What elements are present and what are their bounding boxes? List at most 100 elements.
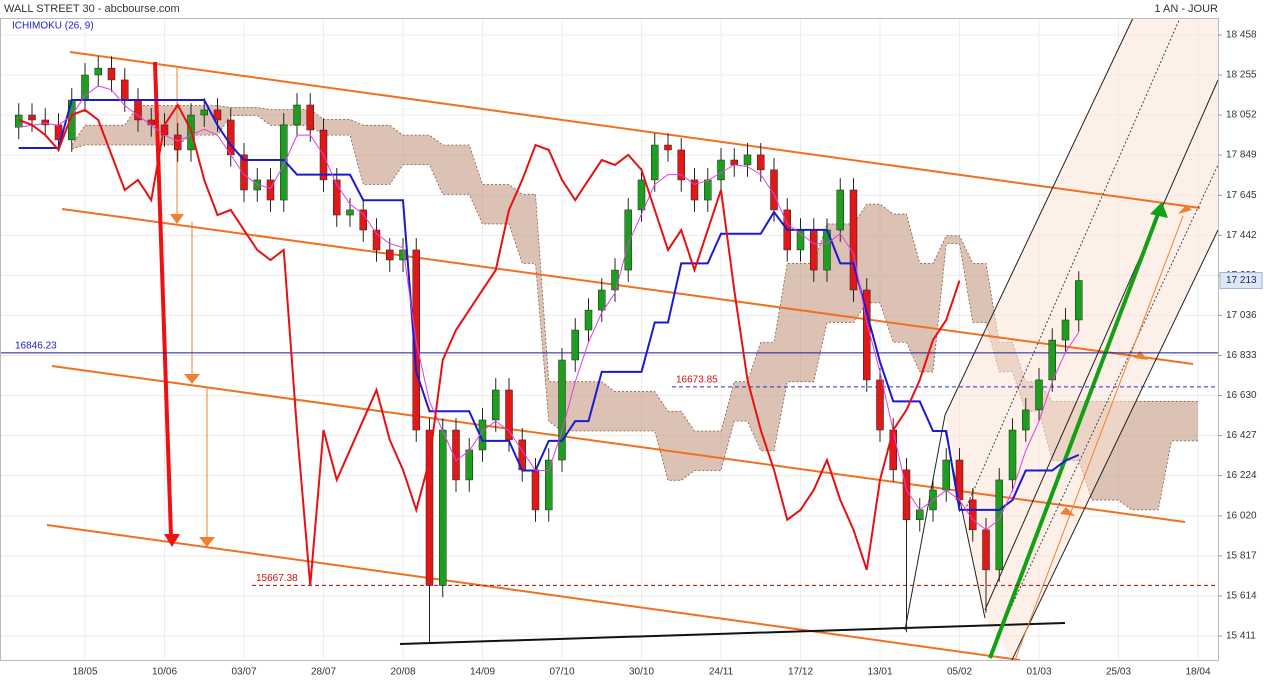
last-price-label: 17 213 [1226,275,1257,286]
candle-body [611,269,619,291]
candle-body [121,79,129,101]
candle-body [810,229,818,271]
candle-body [743,154,752,166]
candle-body [624,209,632,271]
fork-line [1011,229,1219,661]
arrow-head [199,537,215,547]
plot-frame [0,18,1219,661]
price-line-label: 16846.23 [15,341,57,352]
candle-body [107,67,116,81]
last-price-tag [1219,272,1263,290]
indicator-line [18,85,1080,531]
candle-body [174,134,182,151]
y-tick-label: 16 833 [1226,350,1257,361]
candle-body [1048,339,1056,381]
fork-line [964,17,1181,511]
y-tick-label: 16 630 [1226,390,1257,401]
candle-body [266,179,275,201]
grid [0,18,1218,660]
green-arrow [988,213,1160,659]
candle-body [651,144,659,181]
candle-body [227,119,235,156]
candle-body [876,379,884,431]
candle-body [359,209,367,231]
candle-body [558,359,566,461]
x-tick-label: 24/11 [709,667,734,678]
candle-body [306,104,314,131]
y-tick-label: 18 052 [1226,110,1257,121]
x-tick-label: 05/02 [947,667,972,678]
candle-body [942,459,950,491]
candle-body [796,229,805,251]
x-tick-label: 14/09 [470,667,495,678]
fork-line [984,79,1219,611]
fork-line [944,17,1134,416]
candle-body [545,459,553,511]
candle-body [386,249,394,261]
price-line-label: 15667.38 [256,573,298,584]
candle-body [452,429,460,481]
x-tick-label: 03/07 [231,667,256,678]
x-tick-label: 18/04 [1185,667,1210,678]
candle-body [849,189,858,291]
x-tick-label: 10/06 [152,667,177,678]
candle-body [293,104,301,126]
candle-body [995,479,1003,571]
red-arrow [153,61,173,537]
x-tick-label: 28/07 [311,667,336,678]
x-tick-label: 07/10 [549,667,574,678]
arrow-head [164,534,180,547]
candle-body [28,114,36,121]
indicator-label: ICHIMOKU (26, 9) [12,21,94,32]
candle-body [730,159,738,166]
x-tick-label: 30/10 [629,667,654,678]
cloud-edge [71,105,1198,432]
candle-body [571,329,579,361]
candle-body [1075,280,1083,321]
candle-body [213,109,222,121]
candle-body [584,309,593,331]
price-line-label: 16673.85 [676,374,718,385]
y-tick-label: 17 036 [1226,310,1257,321]
x-tick-label: 18/05 [72,667,97,678]
candle-body [531,469,540,511]
indicator-line [18,99,1080,511]
candle-body [704,179,712,201]
x-tick-label: 13/01 [867,667,892,678]
candle-body [757,154,765,171]
x-tick-label: 20/08 [390,667,415,678]
support-line [399,622,1066,645]
candle-body [492,389,500,421]
candle-body [41,119,49,126]
candle-body [1022,409,1030,431]
candle-body [346,209,354,216]
arrow-head [1150,202,1168,218]
candle-body [982,529,990,571]
candle-body [200,109,208,116]
arrow-head [1134,351,1148,360]
y-tick-label: 16 020 [1226,510,1257,521]
candle-body [333,179,341,216]
candle-body [637,179,646,211]
x-tick-label: 25/03 [1106,667,1131,678]
fork-line [904,414,946,631]
x-tick-label: 01/03 [1026,667,1051,678]
y-tick-label: 17 849 [1226,150,1257,161]
y-tick-label: 15 614 [1226,591,1257,602]
candle-body [1061,319,1070,341]
arrow-head [184,374,200,384]
x-tick-label: 17/12 [788,667,813,678]
y-tick-label: 17 442 [1226,230,1257,241]
y-tick-label: 15 817 [1226,551,1257,562]
indicator-line [18,103,961,586]
y-tick-label: 16 224 [1226,470,1257,481]
candle-body [425,429,434,586]
fork-line [997,164,1219,636]
candle-body [505,389,513,441]
y-tick-label: 16 427 [1226,430,1257,441]
period-label: 1 AN - JOUR [1154,3,1218,15]
arrow-head [1178,205,1192,214]
orange-line [1014,215,1184,661]
y-tick-label: 18 458 [1226,30,1257,41]
